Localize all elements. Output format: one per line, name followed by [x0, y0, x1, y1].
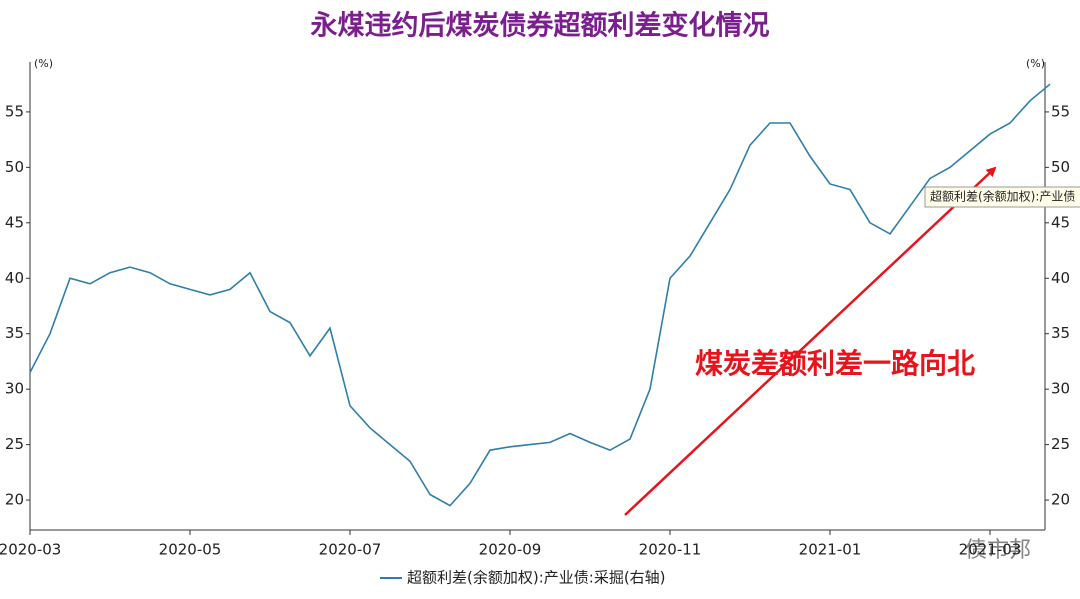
y2-tick-label: 55	[1051, 102, 1070, 120]
y2-tick-label: 25	[1051, 435, 1070, 453]
x-tick-label: 2020-05	[159, 541, 222, 559]
x-tick-label: 2020-07	[319, 541, 382, 559]
annotation: 煤炭差额利差一路向北	[695, 347, 975, 380]
y-tick-label: 30	[5, 380, 24, 398]
y-tick-label: 40	[5, 269, 24, 287]
y-axis-label: (%)	[34, 57, 53, 70]
x-tick-label: 2021-01	[799, 541, 862, 559]
y-tick-label: 45	[5, 213, 24, 231]
watermark: 债市邦	[965, 538, 1031, 563]
tooltip-text: 超额利差(余额加权):产业债	[930, 189, 1075, 204]
trend-arrow	[624, 166, 997, 516]
chart-title: 永煤违约后煤炭债券超额利差变化情况	[310, 10, 770, 42]
y-tick-label: 50	[5, 158, 24, 176]
y2-tick-label: 40	[1051, 269, 1070, 287]
y-tick-label: 35	[5, 324, 24, 342]
y2-tick-label: 35	[1051, 324, 1070, 342]
x-tick-label: 2020-09	[479, 541, 542, 559]
y2-tick-label: 30	[1051, 380, 1070, 398]
y2-tick-label: 50	[1051, 158, 1070, 176]
y2-tick-label: 20	[1051, 491, 1070, 509]
y-tick-label: 55	[5, 102, 24, 120]
tooltip-box	[924, 186, 1080, 208]
y2-tick-label: 45	[1051, 213, 1070, 231]
line-series	[29, 83, 1051, 507]
x-tick-label: 2020-03	[0, 541, 61, 559]
x-tick-label: 2021-03	[959, 541, 1022, 559]
legend-label: 超额利差(余额加权):产业债:采掘(右轴)	[407, 569, 666, 587]
y-tick-label: 20	[5, 491, 24, 509]
y-tick-label: 25	[5, 435, 24, 453]
x-tick-label: 2020-11	[639, 541, 702, 559]
y2-axis-label: (%)	[1026, 57, 1045, 70]
